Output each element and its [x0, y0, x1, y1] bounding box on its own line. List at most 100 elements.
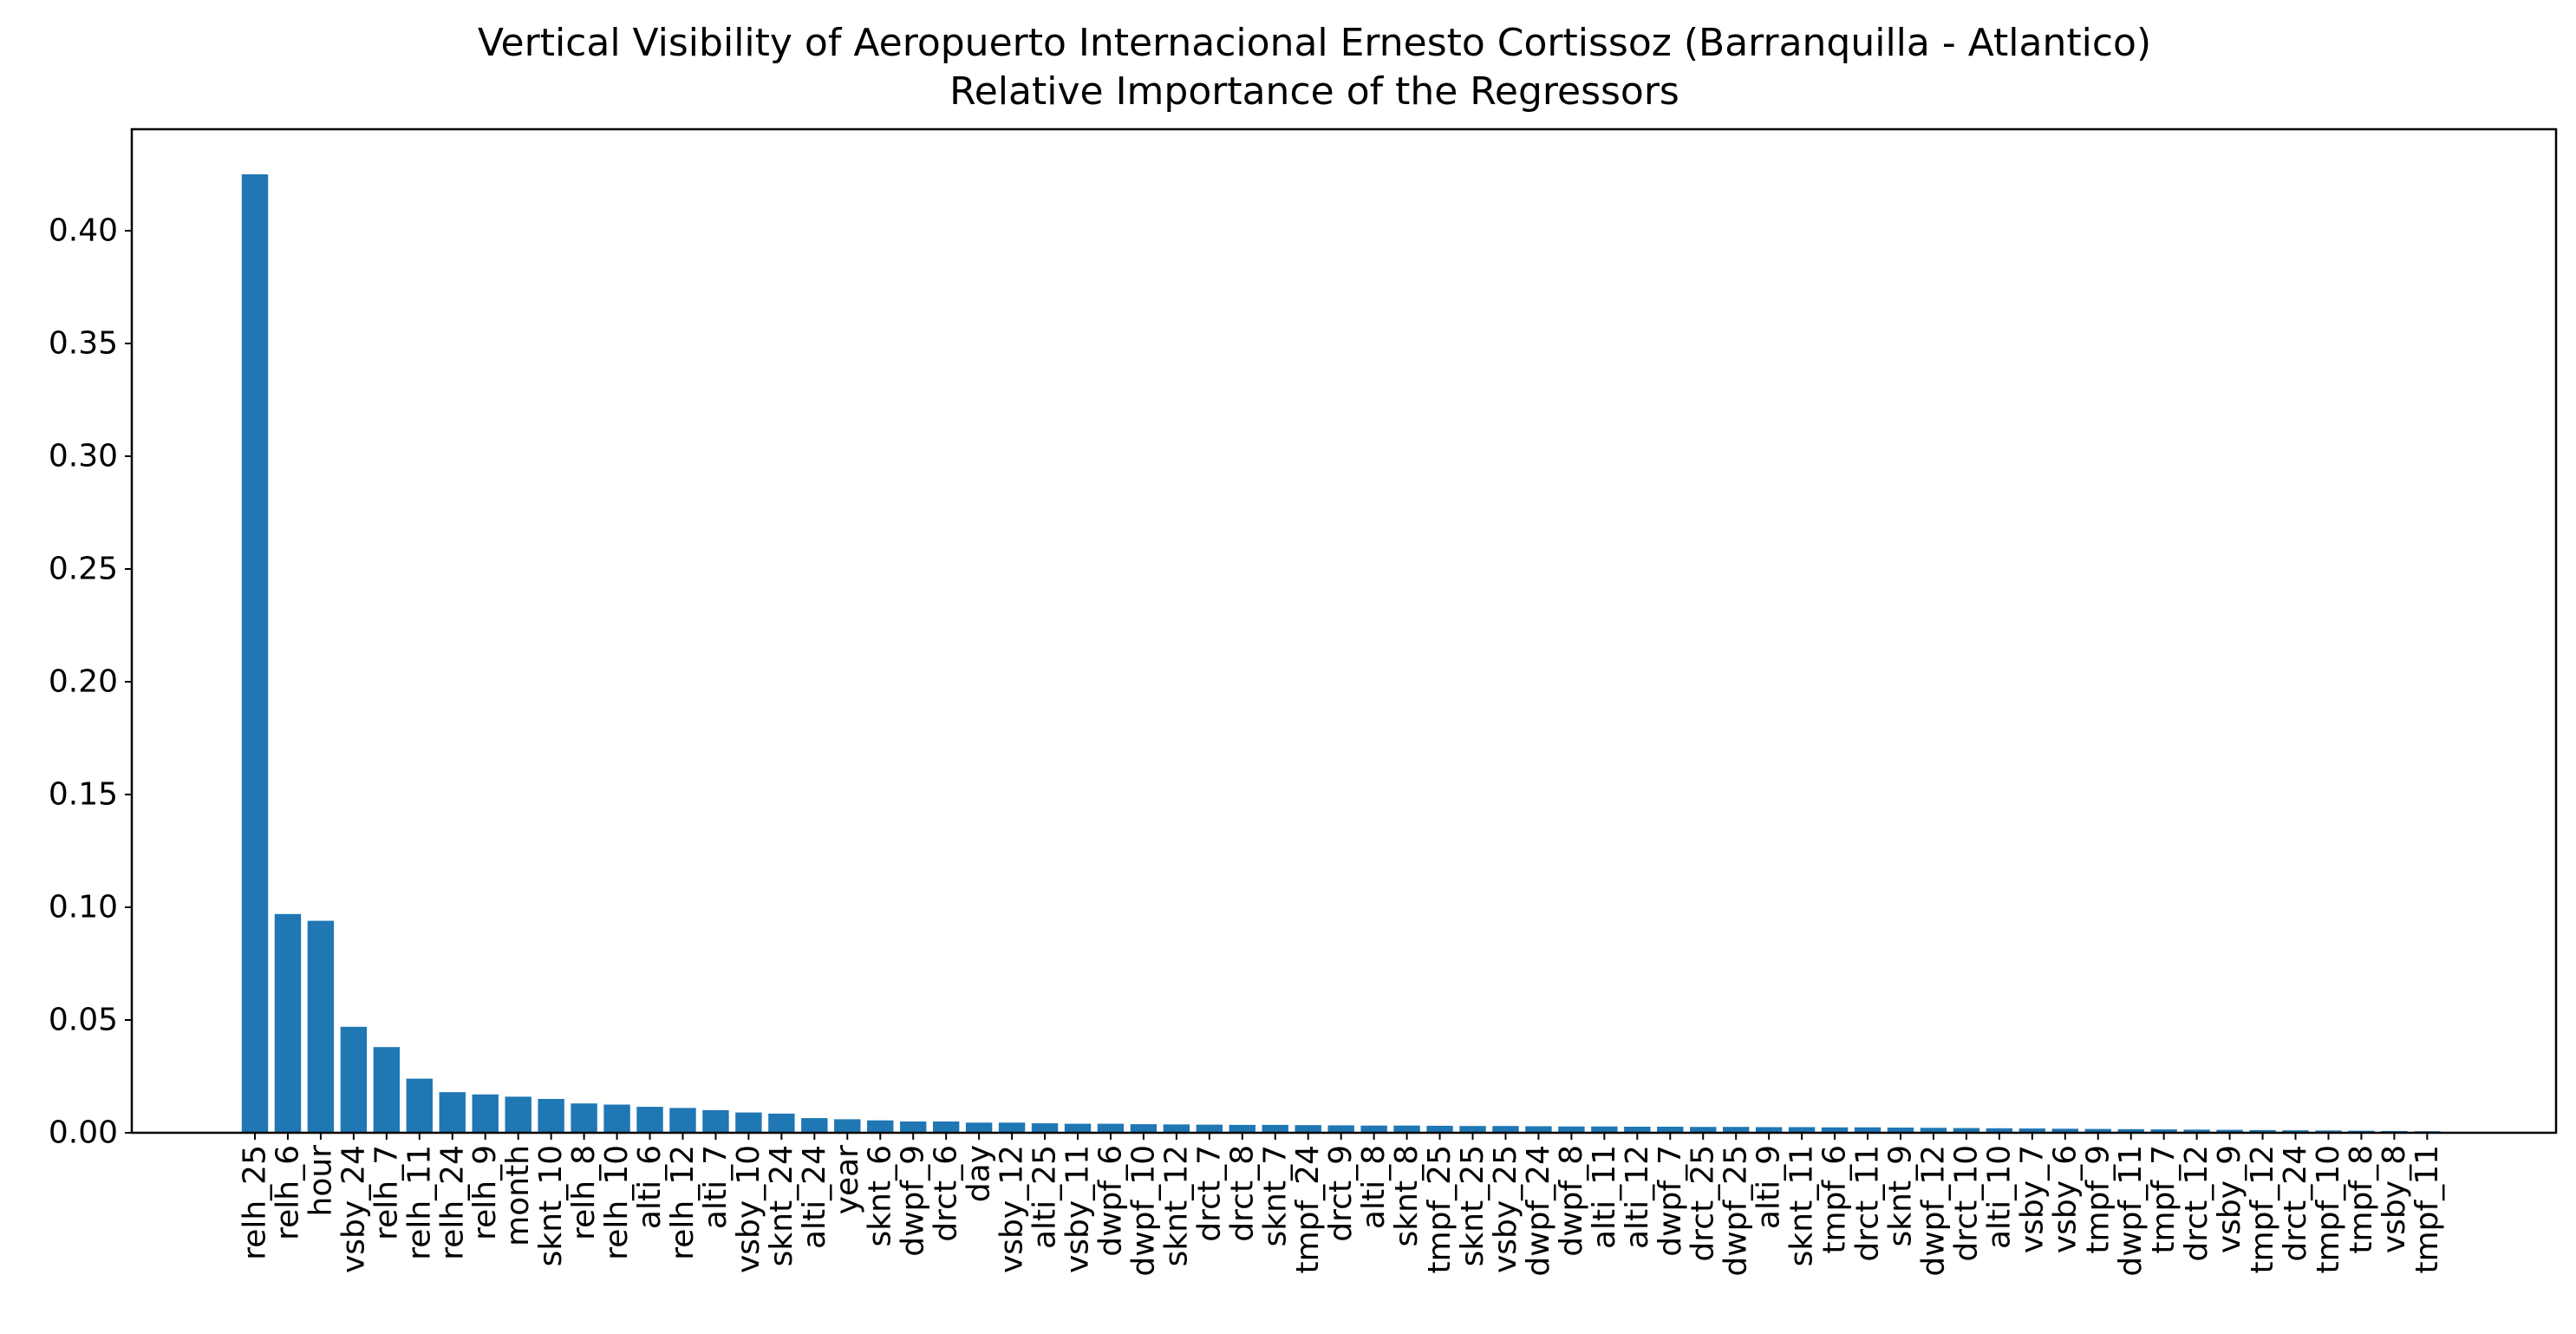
y-tick-label: 0.20 — [49, 664, 118, 700]
bar-dwpf_9 — [900, 1121, 927, 1133]
x-tick-label: tmpf_7 — [2146, 1145, 2181, 1254]
x-tick-label: drct_8 — [1224, 1145, 1260, 1242]
x-tick-label: dwpf_25 — [1718, 1145, 1754, 1277]
x-tick-label: dwpf_10 — [1125, 1145, 1161, 1277]
x-tick-label: vsby_6 — [2047, 1145, 2083, 1253]
x-tick-label: tmpf_12 — [2245, 1145, 2280, 1274]
x-tick-label: day — [962, 1145, 997, 1202]
x-tick-label: relh_25 — [238, 1145, 273, 1260]
x-tick-label: sknt_7 — [1257, 1145, 1293, 1246]
x-tick-label: alti_7 — [698, 1145, 734, 1229]
bar-year — [834, 1119, 861, 1133]
x-tick-label: vsby_7 — [2014, 1145, 2050, 1253]
x-tick-label: drct_25 — [1686, 1145, 1721, 1262]
bar-dwpf_25 — [1723, 1127, 1750, 1133]
bar-drct_12 — [2183, 1129, 2210, 1133]
x-tick-label: vsby_11 — [1060, 1145, 1096, 1273]
bar-sknt_9 — [1887, 1128, 1914, 1133]
x-tick-label: month — [500, 1145, 536, 1246]
bar-tmpf_24 — [1295, 1125, 1321, 1133]
bar-drct_25 — [1690, 1127, 1717, 1133]
x-tick-label: hour — [303, 1145, 338, 1217]
bar-relh_12 — [669, 1108, 696, 1133]
x-tick-label: vsby_8 — [2377, 1145, 2412, 1253]
bar-relh_10 — [603, 1104, 630, 1133]
bar-tmpf_9 — [2084, 1128, 2111, 1133]
bar-dwpf_12 — [1920, 1128, 1947, 1133]
x-tick-label: dwpf_11 — [2113, 1145, 2149, 1277]
x-tick-label: tmpf_8 — [2344, 1145, 2379, 1254]
x-tick-label: dwpf_8 — [1554, 1145, 1589, 1257]
x-tick-label: year — [830, 1145, 865, 1215]
bar-sknt_10 — [538, 1099, 564, 1133]
x-tick-label: alti_9 — [1751, 1145, 1787, 1229]
plot-frame — [130, 128, 2558, 1135]
bar-tmpf_25 — [1426, 1125, 1453, 1133]
bar-drct_6 — [932, 1121, 960, 1133]
bar-relh_24 — [439, 1092, 466, 1133]
bar-tmpf_7 — [2150, 1129, 2177, 1133]
bar-vsby_12 — [998, 1122, 1026, 1133]
x-tick-label: relh_12 — [665, 1145, 701, 1260]
x-tick-label: dwpf_9 — [896, 1145, 931, 1257]
x-tick-label: alti_11 — [1587, 1145, 1622, 1249]
x-tick-label: drct_10 — [1948, 1145, 1984, 1262]
bar-sknt_7 — [1262, 1124, 1288, 1133]
bar-dwpf_24 — [1525, 1126, 1552, 1133]
bar-alti_7 — [702, 1110, 729, 1133]
bar-drct_24 — [2282, 1130, 2309, 1133]
bar-alti_10 — [1986, 1128, 2013, 1133]
bar-vsby_11 — [1064, 1123, 1092, 1133]
y-tick-label: 0.35 — [49, 326, 118, 362]
x-tick-label: relh_24 — [434, 1145, 470, 1260]
x-tick-label: alti_6 — [632, 1145, 668, 1229]
bar-relh_8 — [571, 1103, 597, 1133]
y-tick-label: 0.00 — [49, 1115, 118, 1151]
chart-title: Vertical Visibility of Aeropuerto Intern… — [478, 21, 2151, 65]
x-tick-label: alti_25 — [1027, 1145, 1063, 1249]
bar-drct_10 — [1953, 1128, 1980, 1133]
bar-alti_12 — [1624, 1126, 1651, 1133]
bar-sknt_8 — [1393, 1125, 1420, 1133]
x-tick-label: relh_6 — [270, 1145, 305, 1240]
y-tick-label: 0.30 — [49, 439, 118, 474]
bars-group — [241, 174, 2441, 1133]
y-axis: 0.00 0.05 0.10 0.15 0.20 0.25 0.30 0.35 0.40 — [49, 213, 132, 1151]
bar-sknt_12 — [1163, 1124, 1190, 1133]
bar-dwpf_11 — [2117, 1128, 2144, 1133]
bar-vsby_7 — [2018, 1128, 2046, 1133]
bar-sknt_6 — [867, 1120, 894, 1133]
bar-alti_25 — [1031, 1123, 1059, 1133]
x-tick-label: drct_6 — [929, 1145, 964, 1242]
x-tick-label: tmpf_9 — [2080, 1145, 2116, 1254]
bar-alti_6 — [636, 1107, 663, 1133]
bar-month — [505, 1096, 532, 1133]
x-axis: relh_25relh_6hourvsby_24relh_7relh_11rel… — [238, 1133, 2445, 1277]
x-tick-label: alti_24 — [797, 1145, 832, 1249]
x-tick-label: relh_10 — [599, 1145, 635, 1260]
bar-drct_11 — [1854, 1127, 1881, 1133]
y-tick-label: 0.05 — [49, 1003, 118, 1038]
x-tick-label: sknt_6 — [863, 1145, 898, 1246]
y-tick-label: 0.10 — [49, 890, 118, 925]
x-tick-label: relh_7 — [368, 1145, 404, 1240]
x-tick-label: vsby_9 — [2212, 1145, 2247, 1253]
x-tick-label: tmpf_10 — [2311, 1145, 2346, 1274]
x-tick-label: tmpf_24 — [1290, 1145, 1326, 1274]
x-tick-label: dwpf_7 — [1653, 1145, 1688, 1257]
bar-dwpf_6 — [1097, 1123, 1125, 1133]
bar-relh_7 — [373, 1047, 401, 1133]
bar-dwpf_7 — [1657, 1126, 1684, 1133]
x-tick-label: sknt_24 — [764, 1145, 799, 1266]
bar-vsby_6 — [2051, 1128, 2078, 1133]
x-tick-label: tmpf_25 — [1422, 1145, 1458, 1274]
bar-relh_11 — [406, 1078, 433, 1133]
x-tick-label: sknt_12 — [1158, 1145, 1194, 1266]
bar-tmpf_12 — [2249, 1129, 2276, 1133]
bar-vsby_9 — [2216, 1129, 2243, 1133]
y-tick-label: 0.15 — [49, 777, 118, 813]
x-tick-label: drct_24 — [2278, 1145, 2313, 1262]
bar-dwpf_10 — [1130, 1124, 1158, 1133]
bar-tmpf_10 — [2315, 1130, 2342, 1133]
x-tick-label: dwpf_6 — [1092, 1145, 1128, 1257]
